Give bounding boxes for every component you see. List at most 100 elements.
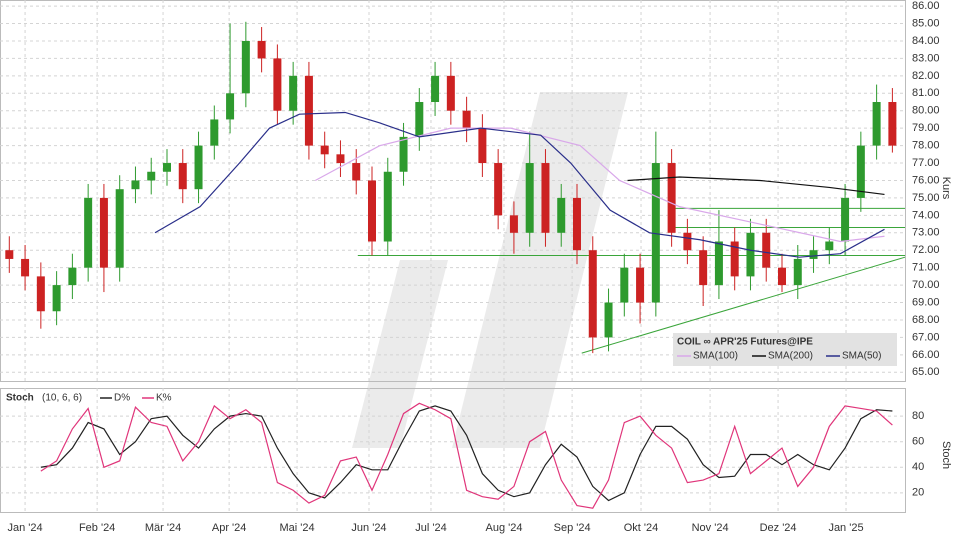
candle-body [872, 102, 881, 146]
candle-body [336, 154, 345, 164]
series-line [314, 127, 885, 243]
x-tick-label: Jan '24 [8, 522, 43, 534]
candle-body [793, 258, 802, 286]
x-tick-label: Sep '24 [554, 522, 591, 534]
candle-body [762, 232, 771, 268]
candle-body [131, 180, 140, 190]
y-tick-label: 84.00 [912, 35, 940, 47]
y-tick-label: 70.00 [912, 279, 940, 291]
y-tick-label: 82.00 [912, 70, 940, 82]
candle-body [304, 75, 313, 146]
candle-body [462, 110, 471, 129]
candle-body [714, 241, 723, 286]
y-axis-label: Stoch [940, 441, 952, 469]
candle-body [415, 102, 424, 137]
y-tick-label: 60 [912, 436, 924, 448]
candle-body [620, 267, 629, 303]
legend-label: SMA(100) [693, 351, 738, 362]
candle-body [21, 258, 30, 277]
y-tick-label: 85.00 [912, 17, 940, 29]
candle-body [494, 163, 503, 216]
candle-body [446, 75, 455, 111]
y-tick-label: 40 [912, 461, 924, 473]
x-tick-label: Jul '24 [415, 522, 446, 534]
candle-body [68, 267, 77, 286]
series-line [627, 176, 885, 196]
legend-box [673, 333, 897, 366]
series-line [40, 402, 893, 509]
watermark [352, 92, 628, 448]
candle-body [541, 163, 550, 233]
candle-body [320, 145, 329, 155]
candle-body [588, 250, 597, 338]
legend-label: SMA(200) [768, 351, 813, 362]
x-tick-label: Jun '24 [351, 522, 386, 534]
stoch-panel [0, 388, 906, 513]
candle-body [84, 197, 93, 268]
y-tick-label: 68.00 [912, 314, 940, 326]
series-line [40, 405, 893, 502]
legend-label: SMA(50) [842, 351, 881, 362]
y-tick-label: 74.00 [912, 209, 940, 221]
y-tick-label: 83.00 [912, 52, 940, 64]
candle-body [636, 267, 645, 303]
candle-body [241, 40, 250, 94]
y-tick-label: 86.00 [912, 0, 940, 12]
x-tick-label: Mai '24 [280, 522, 315, 534]
y-axis-label: Kurs [940, 177, 952, 200]
candle-body [667, 163, 676, 233]
y-tick-label: 81.00 [912, 87, 940, 99]
y-tick-label: 75.00 [912, 192, 940, 204]
candle-body [730, 241, 739, 277]
x-tick-label: Jan '25 [828, 522, 863, 534]
candle-body [841, 197, 850, 242]
candle-body [162, 163, 171, 172]
legend-label: K% [156, 393, 172, 404]
candle-body [683, 232, 692, 251]
candle-body [825, 241, 834, 251]
y-tick-label: 66.00 [912, 349, 940, 361]
candle-body [289, 75, 298, 111]
price-panel [0, 0, 906, 382]
candle-body [651, 163, 660, 303]
candle-body [478, 128, 487, 164]
x-tick-label: Dez '24 [760, 522, 797, 534]
y-tick-label: 71.00 [912, 262, 940, 274]
candle-body [178, 163, 187, 190]
x-tick-label: Okt '24 [624, 522, 659, 534]
y-tick-label: 79.00 [912, 122, 940, 134]
candle-body [383, 171, 392, 242]
candle-body [604, 302, 613, 338]
x-tick-label: Nov '24 [692, 522, 729, 534]
candle-body [777, 267, 786, 286]
candle-body [746, 232, 755, 277]
x-tick-label: Apr '24 [212, 522, 247, 534]
series-line [154, 111, 885, 258]
candle-body [257, 40, 266, 59]
candle-body [115, 189, 124, 268]
stoch-title: Stoch [6, 393, 34, 404]
candle-body [431, 75, 440, 103]
y-tick-label: 67.00 [912, 331, 940, 343]
y-tick-label: 78.00 [912, 140, 940, 152]
legend-label: D% [114, 393, 130, 404]
x-tick-label: Aug '24 [486, 522, 523, 534]
candle-body [525, 163, 534, 233]
candle-body [210, 119, 219, 146]
candle-body [352, 163, 361, 181]
candle-body [509, 215, 518, 233]
candle-body [52, 285, 61, 312]
candle-body [99, 197, 108, 268]
candle-body [888, 102, 897, 146]
candle-body [36, 276, 45, 312]
x-tick-label: Mär '24 [145, 522, 181, 534]
candle-body [273, 58, 282, 111]
y-tick-label: 69.00 [912, 296, 940, 308]
y-tick-label: 72.00 [912, 244, 940, 256]
y-tick-label: 65.00 [912, 366, 940, 378]
candle-body [809, 250, 818, 259]
y-tick-label: 77.00 [912, 157, 940, 169]
candle-body [856, 145, 865, 198]
y-tick-label: 73.00 [912, 227, 940, 239]
